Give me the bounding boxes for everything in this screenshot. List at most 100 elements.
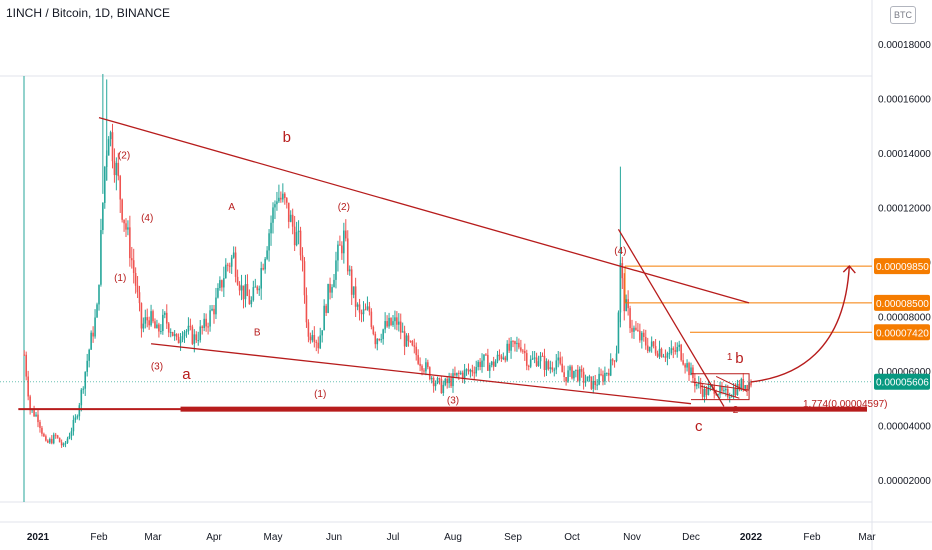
candle-body: [582, 371, 585, 383]
candle-body: [613, 360, 616, 362]
candle-body: [448, 378, 450, 384]
candle-body: [225, 264, 227, 279]
candle-body: [80, 389, 83, 406]
candle-body: [60, 442, 63, 446]
candle-body: [396, 317, 398, 325]
time-tick-label: Nov: [623, 532, 641, 543]
currency-button[interactable]: BTC: [890, 6, 916, 24]
price-badge-label: 0.00005606: [876, 378, 929, 389]
candle-body: [364, 309, 367, 311]
candle-body: [307, 322, 310, 337]
candle-body: [680, 344, 682, 361]
candle-body: [586, 376, 589, 382]
candle-body: [580, 369, 583, 372]
candle-body: [215, 297, 217, 315]
candle-body: [58, 437, 61, 443]
candle-body: [150, 311, 152, 326]
price-badge: [874, 373, 930, 390]
candle-body: [193, 334, 196, 344]
candle-body: [270, 222, 272, 234]
candle-body: [260, 268, 262, 289]
candle-body: [454, 373, 456, 376]
candle-body: [195, 334, 198, 341]
candle-body: [199, 326, 202, 341]
candle-body: [463, 369, 466, 379]
candle-body: [488, 364, 491, 371]
candle-body: [631, 328, 633, 332]
candle-body: [723, 390, 725, 392]
price-badge: [874, 324, 930, 341]
candle-body: [394, 317, 396, 322]
candle-body: [440, 378, 443, 394]
candle-body: [742, 379, 745, 389]
candle-body: [179, 339, 182, 344]
candle-body: [242, 285, 245, 300]
candle-body: [730, 396, 733, 398]
candle-body: [446, 378, 448, 384]
candle-body: [419, 363, 421, 366]
candle-body: [682, 360, 684, 365]
candle-body: [392, 321, 394, 325]
candle-body: [692, 367, 694, 379]
candle-body: [254, 286, 257, 288]
candle-body: [209, 310, 211, 327]
candle-body: [350, 269, 353, 295]
candle-body: [602, 374, 604, 382]
candle-body: [662, 356, 665, 358]
candle-body: [670, 348, 673, 354]
wave-label: (3): [447, 396, 459, 407]
candle-body: [516, 342, 518, 345]
candle-body: [258, 288, 261, 291]
price-tick-label: 0.00006000: [878, 367, 931, 378]
candle-body: [33, 409, 35, 417]
candle-body: [23, 354, 26, 356]
candle-body: [471, 370, 474, 373]
price-tick-label: 0.00004000: [878, 422, 931, 433]
candle-body: [226, 264, 229, 266]
candle-body: [514, 341, 516, 345]
candle-body: [623, 278, 626, 312]
candle-body: [372, 326, 375, 334]
candle-body: [132, 260, 135, 273]
candle-body: [86, 360, 88, 372]
candle-body: [250, 300, 253, 305]
candle-body: [425, 362, 427, 372]
candle-body: [103, 167, 106, 203]
candle-body: [82, 388, 85, 390]
wave-label: 1: [727, 352, 733, 363]
wave-label-large: b: [735, 350, 743, 367]
candle-body: [658, 348, 661, 357]
candle-body: [311, 335, 314, 341]
candle-body: [701, 388, 704, 397]
candle-body: [551, 367, 554, 370]
candle-body: [47, 440, 49, 443]
candle-body: [569, 366, 571, 371]
candle-body: [362, 309, 365, 315]
candle-body: [487, 354, 489, 371]
candle-body: [413, 345, 416, 347]
candle-body: [293, 226, 296, 246]
candle-body: [167, 323, 170, 333]
candle-body: [52, 434, 55, 444]
candle-body: [390, 317, 392, 325]
candle-body: [197, 340, 200, 342]
candle-body: [228, 265, 231, 267]
candle-body: [533, 357, 536, 359]
candle-body: [102, 202, 104, 231]
candle-body: [559, 357, 561, 364]
candle-body: [183, 332, 186, 337]
candle-body: [191, 326, 194, 344]
candle-body: [156, 324, 158, 329]
time-tick-label: Apr: [206, 532, 222, 543]
candle-body: [549, 367, 552, 369]
candle-body: [483, 354, 485, 361]
candle-body: [262, 268, 264, 270]
candle-body: [545, 361, 548, 371]
candle-body: [567, 370, 569, 382]
candle-body: [331, 287, 333, 293]
candle-body: [522, 350, 524, 352]
candle-body: [644, 337, 647, 346]
candle-body: [563, 372, 565, 378]
candle-body: [356, 304, 359, 307]
